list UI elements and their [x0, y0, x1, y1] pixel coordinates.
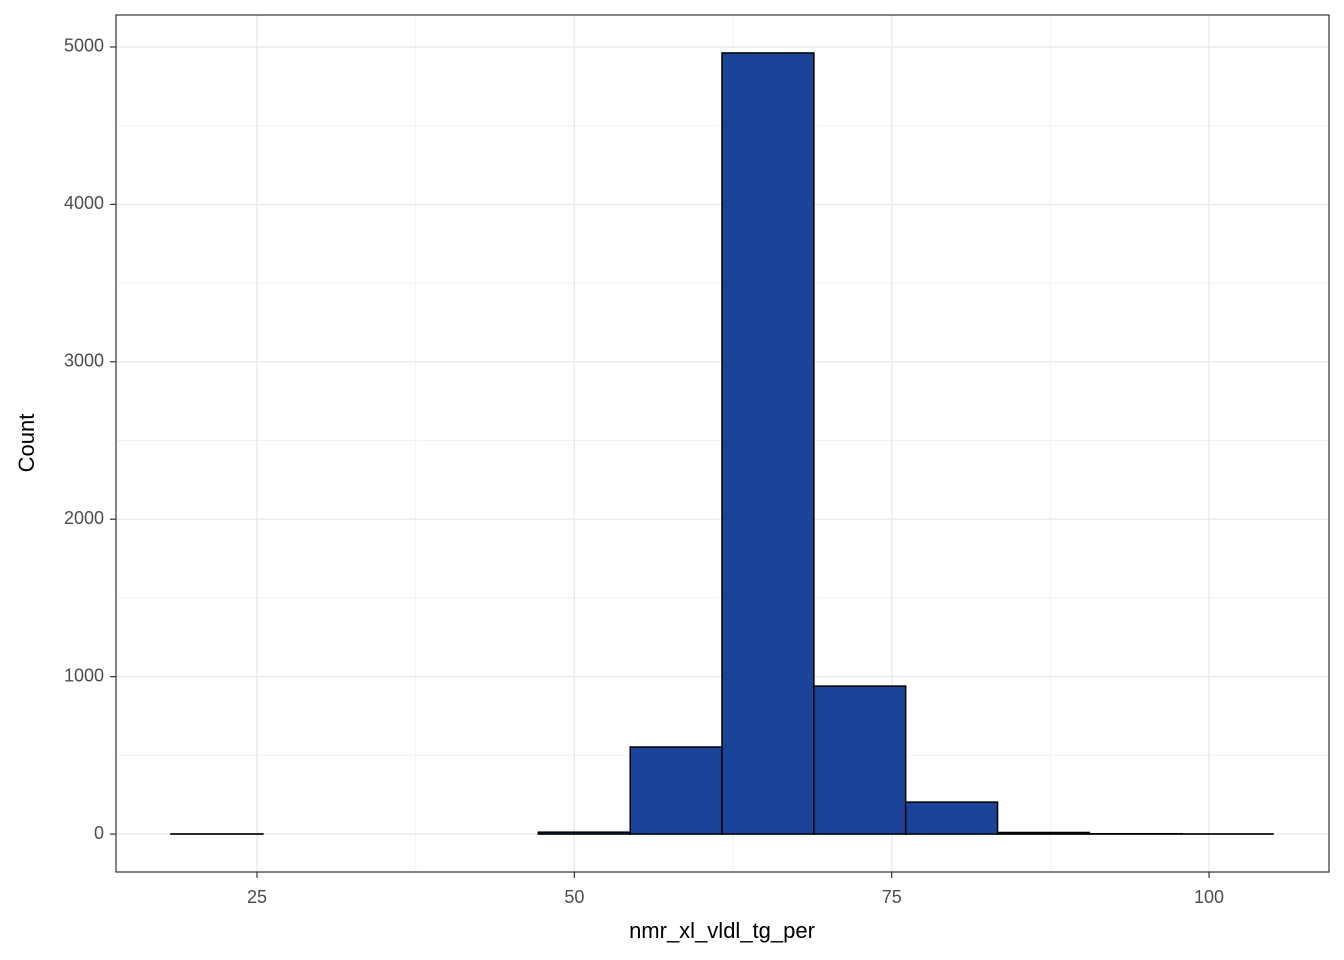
x-tick-label: 50: [564, 887, 584, 907]
y-tick-label: 0: [94, 823, 104, 843]
y-tick-label: 2000: [64, 508, 104, 528]
bar: [629, 746, 723, 835]
bar: [813, 685, 907, 835]
y-tick-label: 3000: [64, 351, 104, 371]
bars: [170, 52, 1274, 835]
y-tick-label: 1000: [64, 665, 104, 685]
x-axis-title: nmr_xl_vldl_tg_per: [629, 918, 815, 943]
panel-border: [115, 14, 1330, 873]
y-tick-label: 5000: [64, 36, 104, 56]
bar: [904, 801, 999, 835]
y-axis-title: Count: [14, 414, 39, 473]
bar: [721, 52, 815, 835]
x-tick-label: 75: [882, 887, 902, 907]
bar: [996, 831, 1091, 835]
bar: [537, 831, 631, 835]
x-tick-label: 25: [247, 887, 267, 907]
x-tick-label: 100: [1194, 887, 1224, 907]
y-tick-label: 4000: [64, 193, 104, 213]
